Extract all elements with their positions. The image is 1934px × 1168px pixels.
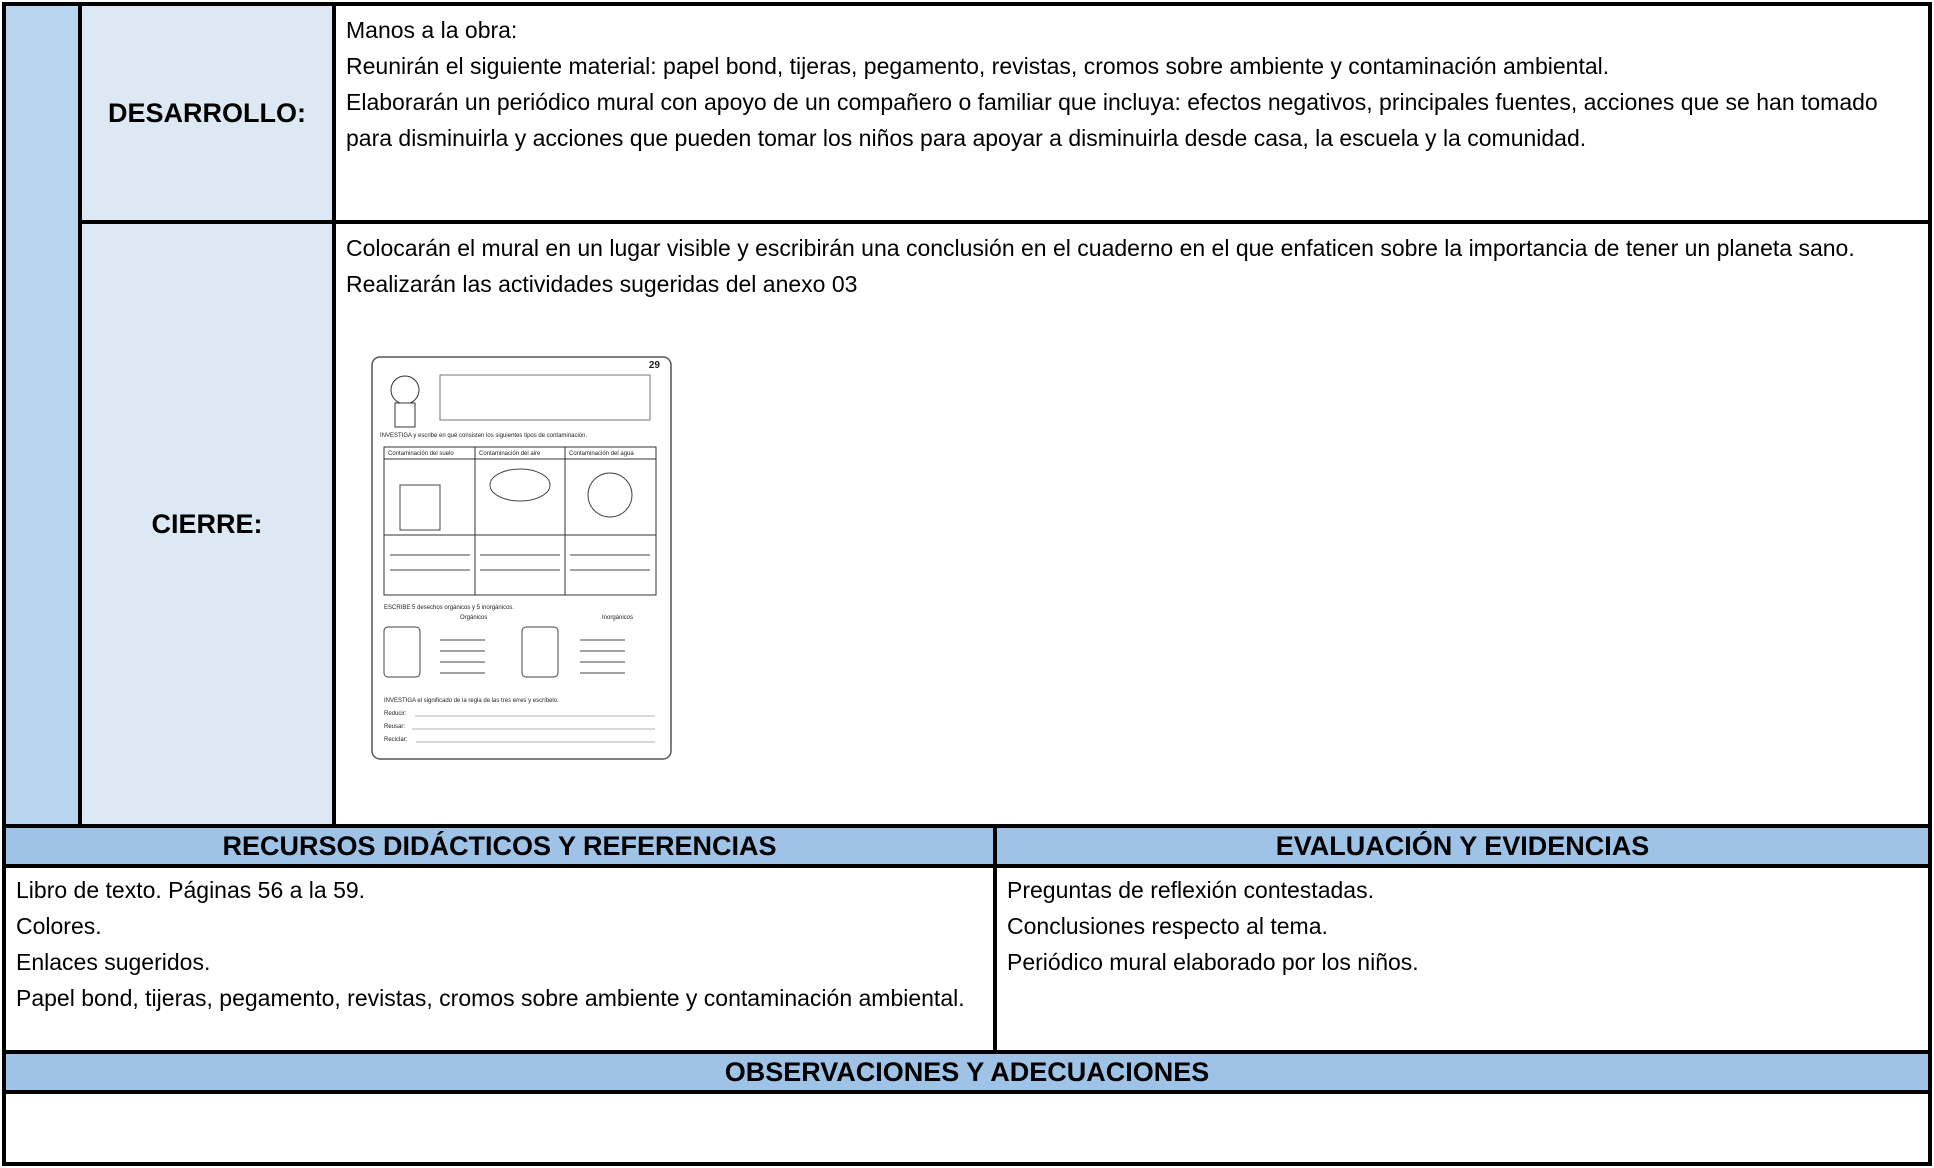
- section-label: CIERRE:: [78, 220, 336, 828]
- worksheet-rule: Reducir:: [384, 711, 407, 717]
- resources-list: Libro de texto. Páginas 56 a la 59. Color…: [2, 864, 997, 1054]
- text-line: Conclusiones respecto al tema.: [1007, 913, 1328, 939]
- text-line: Enlaces sugeridos.: [16, 949, 211, 975]
- section-header: RECURSOS DIDÁCTICOS Y REFERENCIAS: [2, 824, 997, 868]
- text-line: Papel bond, tijeras, pegamento, revistas…: [16, 985, 965, 1011]
- observations-body: [2, 1090, 1932, 1166]
- text-line: Colores.: [16, 913, 102, 939]
- text-line: Realizarán las actividades sugeridas del…: [346, 271, 858, 297]
- text-line: Libro de texto. Páginas 56 a la 59.: [16, 877, 366, 903]
- text-line: Periódico mural elaborado por los niños.: [1007, 949, 1419, 975]
- text-line: Colocarán el mural en un lugar visible y…: [346, 235, 1855, 261]
- worksheet-column: Contaminación del aire: [479, 451, 541, 457]
- worksheet-bin: Inorgánicos: [602, 615, 633, 621]
- text-line: Manos a la obra:: [346, 17, 518, 43]
- worksheet-heading: INVESTIGA y escribe en qué consisten los…: [380, 433, 587, 439]
- worksheet-heading: INVESTIGA el significado de la regla de …: [384, 698, 559, 704]
- text-line: Preguntas de reflexión contestadas.: [1007, 877, 1374, 903]
- worksheet-image: 29 INVESTIGA y escribe en qué consisten …: [371, 356, 672, 760]
- section-text: Manos a la obra: Reunirán el siguiente ma…: [332, 2, 1932, 224]
- text-line: Elaborarán un periódico mural con apoyo …: [346, 89, 1878, 151]
- side-strip: [2, 2, 82, 828]
- worksheet-column: Contaminación del agua: [569, 451, 634, 457]
- worksheet-rule: Reusar:: [384, 724, 405, 730]
- evaluation-list: Preguntas de reflexión contestadas. Concl…: [993, 864, 1932, 1054]
- text-line: Reunirán el siguiente material: papel bo…: [346, 53, 1610, 79]
- section-label: DESARROLLO:: [78, 2, 336, 224]
- section-header: EVALUACIÓN Y EVIDENCIAS: [993, 824, 1932, 868]
- section-header: OBSERVACIONES Y ADECUACIONES: [2, 1050, 1932, 1094]
- worksheet-column: Contaminación del suelo: [388, 451, 454, 457]
- page-number: 29: [649, 360, 661, 371]
- worksheet-rule: Reciclar:: [384, 737, 408, 743]
- worksheet-bin: Orgánicos: [460, 615, 487, 621]
- worksheet-heading: ESCRIBE 5 desechos orgánicos y 5 inorgán…: [384, 605, 514, 611]
